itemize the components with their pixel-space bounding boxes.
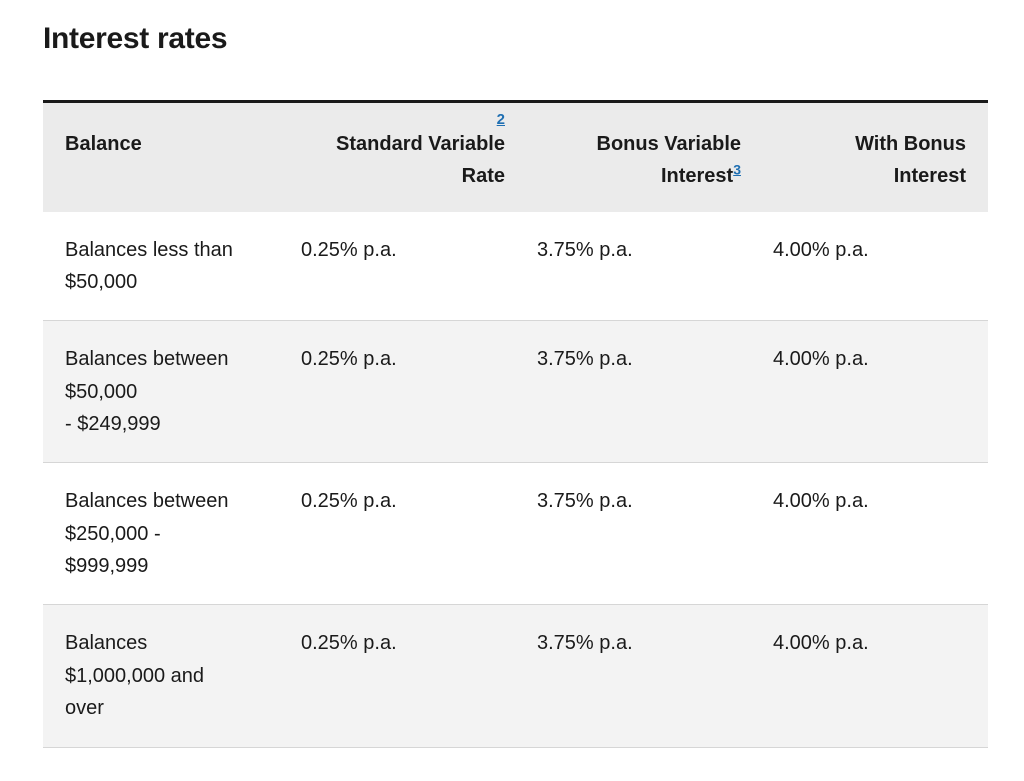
header-row: Balance Standard Variable 2 Rate Bonus V…	[43, 101, 988, 212]
page-title: Interest rates	[43, 22, 228, 55]
balance-line: over	[65, 697, 104, 719]
cell-bonus-rate: 3.75% p.a.	[515, 211, 751, 321]
cell-bonus-rate: 3.75% p.a.	[515, 462, 751, 605]
footnote-3-link[interactable]: 3	[733, 161, 741, 178]
balance-line: Balances between	[65, 490, 229, 512]
footnote-2-link[interactable]: 2	[496, 111, 505, 128]
table-row: Balances $1,000,000 and over 0.25% p.a. …	[43, 604, 988, 748]
cell-standard-rate: 0.25% p.a.	[279, 211, 515, 321]
cell-standard-rate: 0.25% p.a.	[279, 604, 515, 748]
balance-line: Balances less than	[65, 238, 233, 261]
balance-line: $250,000 -	[65, 522, 161, 545]
header-standard-label-line2: Rate	[461, 165, 505, 187]
table-row: Balances less than $50,000 0.25% p.a. 3.…	[43, 211, 988, 321]
table-row: Balances between $250,000 - $999,999 0.2…	[43, 462, 988, 605]
balance-line: $1,000,000 and	[65, 664, 205, 687]
header-with-bonus-interest: With Bonus Interest	[751, 102, 988, 212]
header-balance-label: Balance	[65, 133, 142, 155]
header-bonus-variable-interest: Bonus Variable Interest3	[515, 102, 751, 212]
header-balance: Balance	[43, 102, 279, 212]
cell-with-bonus-rate: 4.00% p.a.	[751, 604, 988, 748]
header-with-bonus-label-line1: With Bonus	[855, 133, 966, 155]
cell-with-bonus-rate: 4.00% p.a.	[751, 211, 988, 321]
cell-balance: Balances between $50,000 - $249,999	[43, 320, 279, 463]
header-standard-variable-rate: Standard Variable 2 Rate	[279, 102, 515, 212]
header-bonus-label-line2: Interest	[660, 165, 734, 187]
table-header: Balance Standard Variable 2 Rate Bonus V…	[43, 101, 988, 212]
balance-line: Balances	[65, 632, 148, 654]
header-bonus-label-line1: Bonus Variable	[596, 133, 742, 155]
header-standard-label-line1: Standard Variable	[336, 133, 505, 155]
cell-balance: Balances less than $50,000	[43, 211, 279, 321]
cell-with-bonus-rate: 4.00% p.a.	[751, 320, 988, 463]
balance-line: $50,000	[65, 380, 138, 403]
table-row: Balances between $50,000 - $249,999 0.25…	[43, 320, 988, 463]
balance-line: - $249,999	[65, 413, 161, 435]
cell-bonus-rate: 3.75% p.a.	[515, 604, 751, 748]
cell-bonus-rate: 3.75% p.a.	[515, 320, 751, 463]
header-with-bonus-label-line2: Interest	[893, 165, 966, 187]
cell-with-bonus-rate: 4.00% p.a.	[751, 462, 988, 605]
balance-line: Balances between	[65, 348, 229, 370]
cell-balance: Balances $1,000,000 and over	[43, 604, 279, 748]
cell-standard-rate: 0.25% p.a.	[279, 320, 515, 463]
cell-standard-rate: 0.25% p.a.	[279, 462, 515, 605]
table-body: Balances less than $50,000 0.25% p.a. 3.…	[43, 211, 988, 748]
balance-line: $50,000	[65, 271, 138, 293]
cell-balance: Balances between $250,000 - $999,999	[43, 462, 279, 605]
balance-line: $999,999	[65, 555, 149, 577]
interest-rates-table: Balance Standard Variable 2 Rate Bonus V…	[43, 100, 988, 748]
